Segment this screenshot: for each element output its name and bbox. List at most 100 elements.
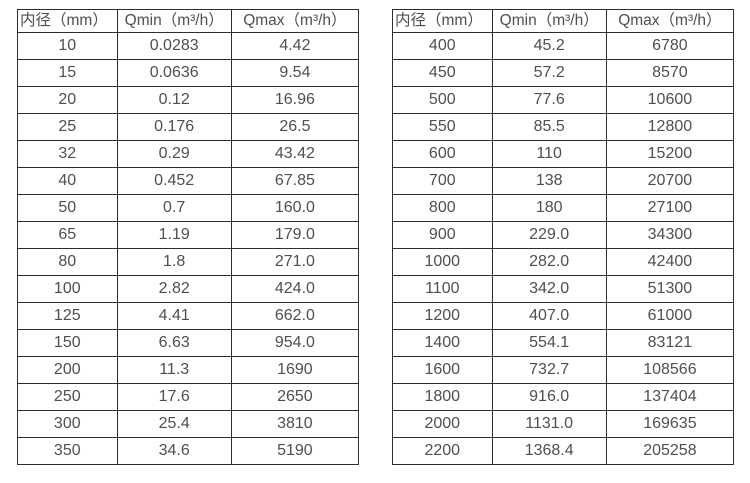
table-cell: 160.0 (230, 194, 360, 222)
table-cell: 10 (17, 32, 118, 60)
table-row: 200 11.3 1690 (17, 356, 360, 384)
table-row: 800 180 27100 (392, 194, 735, 222)
table-body: 400 45.2 6780 450 57.2 8570 500 77.6 10600 550 85.… (392, 32, 735, 465)
table-row: 1000 282.0 42400 (392, 248, 735, 276)
table-row: 1200 407.0 61000 (392, 302, 735, 330)
table-row: 65 1.19 179.0 (17, 221, 360, 249)
table-cell: 0.12 (116, 86, 232, 114)
column-header: Qmax（m³/h） (230, 9, 360, 33)
table-cell: 180 (491, 194, 607, 222)
flow-table-large-diameters: 内径（mm） Qmin（m³/h） Qmax（m³/h） 400 45.2 6780 45… (392, 9, 735, 465)
column-header: 内径（mm） (392, 9, 493, 33)
table-cell: 0.0283 (116, 32, 232, 60)
table-cell: 500 (392, 86, 493, 114)
table-row: 100 2.82 424.0 (17, 275, 360, 303)
table-cell: 229.0 (491, 221, 607, 249)
table-cell: 8570 (605, 59, 735, 87)
table-row: 2200 1368.4 205258 (392, 437, 735, 465)
table-cell: 1368.4 (491, 437, 607, 465)
table-cell: 83121 (605, 329, 735, 357)
table-cell: 5190 (230, 437, 360, 465)
table-cell: 40 (17, 167, 118, 195)
table-cell: 424.0 (230, 275, 360, 303)
table-cell: 12800 (605, 113, 735, 141)
table-cell: 342.0 (491, 275, 607, 303)
table-cell: 77.6 (491, 86, 607, 114)
table-cell: 300 (17, 410, 118, 438)
table-cell: 27100 (605, 194, 735, 222)
table-row: 250 17.6 2650 (17, 383, 360, 411)
table-cell: 282.0 (491, 248, 607, 276)
table-row: 125 4.41 662.0 (17, 302, 360, 330)
table-cell: 61000 (605, 302, 735, 330)
table-row: 150 6.63 954.0 (17, 329, 360, 357)
table-cell: 20 (17, 86, 118, 114)
table-cell: 100 (17, 275, 118, 303)
table-cell: 10600 (605, 86, 735, 114)
table-row: 2000 1131.0 169635 (392, 410, 735, 438)
table-cell: 2650 (230, 383, 360, 411)
table-cell: 67.85 (230, 167, 360, 195)
table-cell: 1.8 (116, 248, 232, 276)
table-row: 900 229.0 34300 (392, 221, 735, 249)
table-cell: 110 (491, 140, 607, 168)
table-row: 25 0.176 26.5 (17, 113, 360, 141)
table-cell: 1.19 (116, 221, 232, 249)
table-row: 350 34.6 5190 (17, 437, 360, 465)
table-cell: 42400 (605, 248, 735, 276)
column-header: 内径（mm） (17, 9, 118, 33)
table-row: 1600 732.7 108566 (392, 356, 735, 384)
table-cell: 4.42 (230, 32, 360, 60)
table-cell: 80 (17, 248, 118, 276)
table-cell: 0.176 (116, 113, 232, 141)
table-cell: 137404 (605, 383, 735, 411)
table-cell: 0.29 (116, 140, 232, 168)
table-cell: 25 (17, 113, 118, 141)
table-row: 550 85.5 12800 (392, 113, 735, 141)
table-cell: 1200 (392, 302, 493, 330)
table-cell: 125 (17, 302, 118, 330)
table-cell: 25.4 (116, 410, 232, 438)
table-cell: 138 (491, 167, 607, 195)
table-cell: 0.7 (116, 194, 232, 222)
table-row: 80 1.8 271.0 (17, 248, 360, 276)
table-cell: 800 (392, 194, 493, 222)
table-cell: 2.82 (116, 275, 232, 303)
table-cell: 26.5 (230, 113, 360, 141)
table-cell: 954.0 (230, 329, 360, 357)
table-cell: 179.0 (230, 221, 360, 249)
table-row: 15 0.0636 9.54 (17, 59, 360, 87)
table-row: 10 0.0283 4.42 (17, 32, 360, 60)
table-cell: 271.0 (230, 248, 360, 276)
flow-table-small-diameters: 内径（mm） Qmin（m³/h） Qmax（m³/h） 10 0.0283 4.42 1… (17, 9, 360, 465)
table-cell: 4.41 (116, 302, 232, 330)
table-cell: 43.42 (230, 140, 360, 168)
table-cell: 108566 (605, 356, 735, 384)
table-cell: 3810 (230, 410, 360, 438)
table-cell: 600 (392, 140, 493, 168)
table-cell: 1100 (392, 275, 493, 303)
table-cell: 17.6 (116, 383, 232, 411)
table-cell: 11.3 (116, 356, 232, 384)
table-cell: 450 (392, 59, 493, 87)
table-row: 50 0.7 160.0 (17, 194, 360, 222)
table-cell: 1800 (392, 383, 493, 411)
table-cell: 34.6 (116, 437, 232, 465)
table-row: 1800 916.0 137404 (392, 383, 735, 411)
table-cell: 51300 (605, 275, 735, 303)
table-row: 40 0.452 67.85 (17, 167, 360, 195)
table-cell: 34300 (605, 221, 735, 249)
table-cell: 1000 (392, 248, 493, 276)
header-row: 内径（mm） Qmin（m³/h） Qmax（m³/h） (392, 9, 735, 33)
table-cell: 1600 (392, 356, 493, 384)
table-row: 500 77.6 10600 (392, 86, 735, 114)
table-body: 10 0.0283 4.42 15 0.0636 9.54 20 0.12 16.96 25 0.1… (17, 32, 360, 465)
table-cell: 169635 (605, 410, 735, 438)
table-cell: 65 (17, 221, 118, 249)
table-cell: 20700 (605, 167, 735, 195)
table-cell: 6780 (605, 32, 735, 60)
table-cell: 57.2 (491, 59, 607, 87)
table-cell: 350 (17, 437, 118, 465)
table-cell: 2200 (392, 437, 493, 465)
table-cell: 15200 (605, 140, 735, 168)
